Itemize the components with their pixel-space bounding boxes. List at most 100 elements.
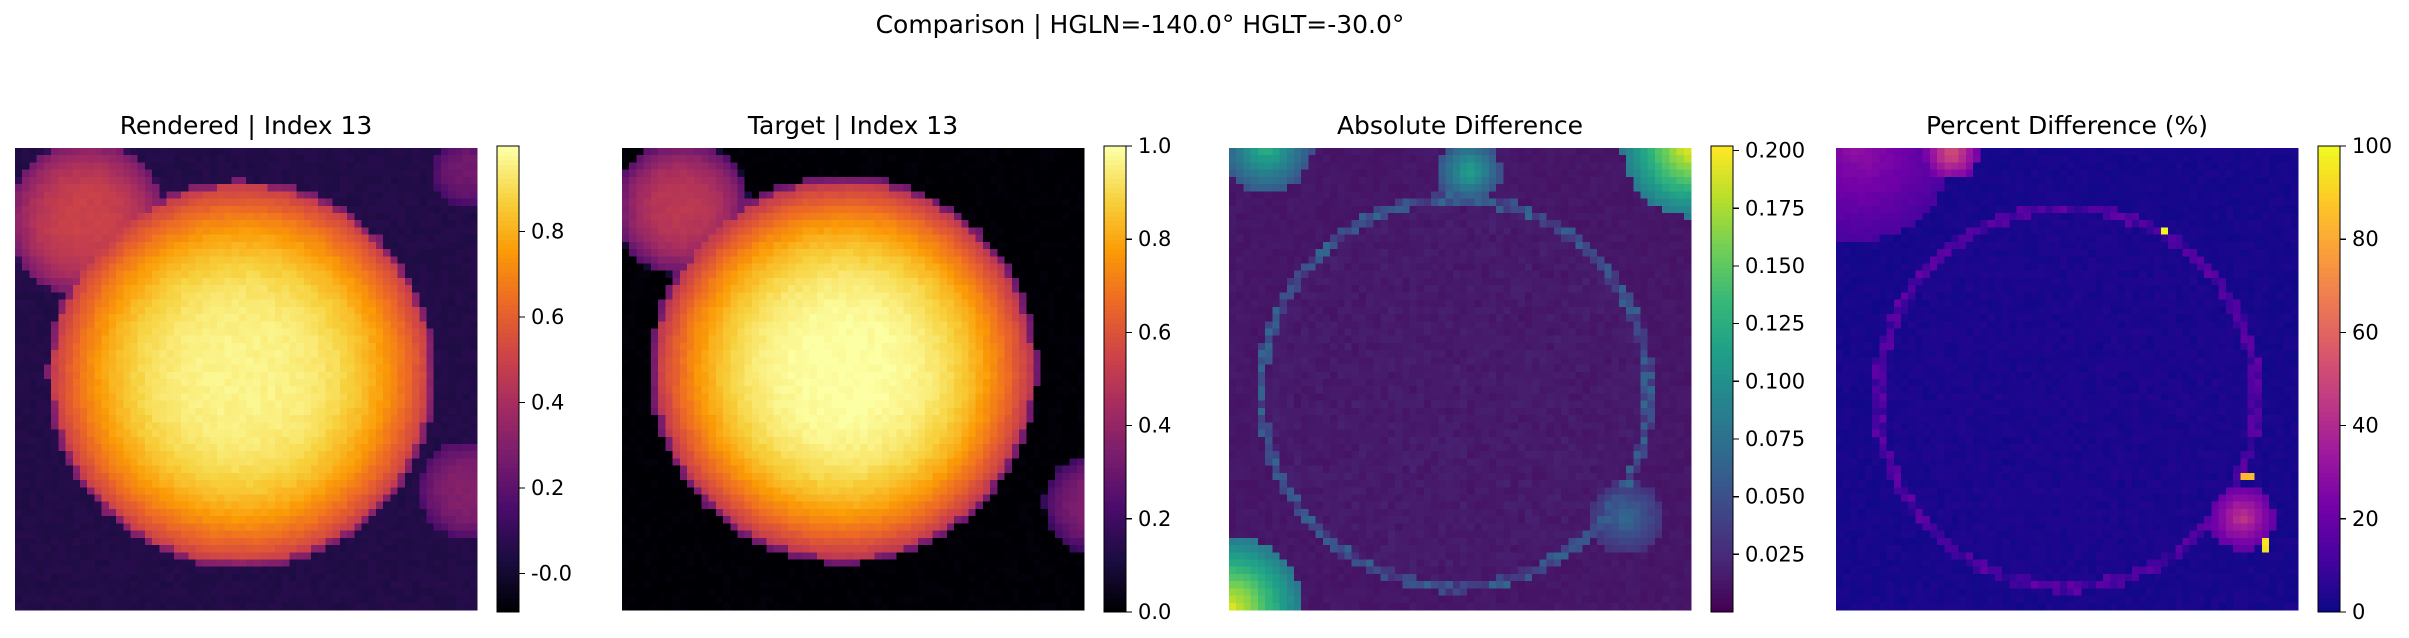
heatmap-cell [304,170,312,178]
heatmap-cell [983,199,991,207]
heatmap-cell [463,249,471,257]
heatmap-cell [66,177,74,185]
heatmap-cell [217,415,225,423]
heatmap-cell [152,365,160,373]
heatmap-cell [203,321,211,329]
heatmap-cell [152,487,160,495]
heatmap-cell [340,523,348,531]
heatmap-cell [232,581,240,589]
heatmap-cell [58,422,66,430]
heatmap-cell [275,264,283,272]
heatmap-cell [1026,184,1034,192]
heatmap-cell [246,264,254,272]
heatmap-cell [846,162,854,170]
heatmap-cell [188,415,196,423]
heatmap-cell [246,430,254,438]
heatmap-cell [203,603,211,611]
heatmap-cell [412,603,420,611]
heatmap-cell [116,292,124,300]
heatmap-cell [253,350,261,358]
heatmap-cell [470,191,478,199]
heatmap-cell [376,487,384,495]
heatmap-cell [311,292,319,300]
heatmap-cell [66,581,74,589]
heatmap-cell [434,314,442,322]
heatmap-cell [311,567,319,575]
heatmap-cell [376,235,384,243]
heatmap-cell [311,581,319,589]
heatmap-cell [340,155,348,163]
heatmap-cell [94,372,102,380]
heatmap-cell [738,177,746,185]
heatmap-cell [376,155,384,163]
heatmap-cell [29,415,37,423]
heatmap-cell [109,372,117,380]
heatmap-cell [195,300,203,308]
heatmap-cell [867,191,875,199]
heatmap-cell [195,552,203,560]
heatmap-cell [470,307,478,315]
heatmap-cell [260,199,268,207]
heatmap-cell [210,278,218,286]
heatmap-cell [846,206,854,214]
heatmap-cell [282,372,290,380]
heatmap-cell [976,213,984,221]
heatmap-cell [426,581,434,589]
heatmap-cell [174,509,182,517]
heatmap-cell [145,466,153,474]
heatmap-cell [188,495,196,503]
heatmap-cell [455,502,463,510]
heatmap-cell [44,271,52,279]
heatmap-cell [644,220,652,228]
heatmap-cell [44,502,52,510]
heatmap-cell [217,538,225,546]
heatmap-cell [217,300,225,308]
heatmap-cell [239,278,247,286]
heatmap-cell [188,487,196,495]
heatmap-cell [174,581,182,589]
heatmap-cell [275,227,283,235]
heatmap-cell [210,170,218,178]
heatmap-cell [232,314,240,322]
heatmap-cell [687,162,695,170]
heatmap-cell [289,523,297,531]
heatmap-cell [376,278,384,286]
heatmap-cell [333,162,341,170]
heatmap-cell [810,206,818,214]
heatmap-cell [694,177,702,185]
heatmap-cell [412,393,420,401]
heatmap-cell [188,184,196,192]
heatmap-cell [412,458,420,466]
heatmap-cell [80,531,88,539]
heatmap-cell [268,545,276,553]
heatmap-cell [983,155,991,163]
heatmap-cell [694,227,702,235]
heatmap-cell [224,350,232,358]
heatmap-cell [766,162,774,170]
heatmap-cell [839,184,847,192]
heatmap-cell [268,155,276,163]
heatmap-cell [58,372,66,380]
heatmap-cell [73,343,81,351]
heatmap-cell [369,300,377,308]
heatmap-cell [29,170,37,178]
colorbar-segment [497,169,519,174]
heatmap-cell [644,184,652,192]
heatmap-cell [318,314,326,322]
heatmap-cell [759,227,767,235]
heatmap-cell [846,191,854,199]
heatmap-cell [932,162,940,170]
heatmap-cell [340,285,348,293]
heatmap-cell [246,495,254,503]
heatmap-cell [463,415,471,423]
heatmap-cell [419,220,427,228]
heatmap-cell [354,343,362,351]
heatmap-cell [383,545,391,553]
heatmap-cell [795,184,803,192]
heatmap-cell [297,357,305,365]
heatmap-cell [1012,199,1020,207]
heatmap-cell [390,314,398,322]
heatmap-cell [340,480,348,488]
heatmap-cell [448,328,456,336]
colorbar-segment [497,430,519,435]
